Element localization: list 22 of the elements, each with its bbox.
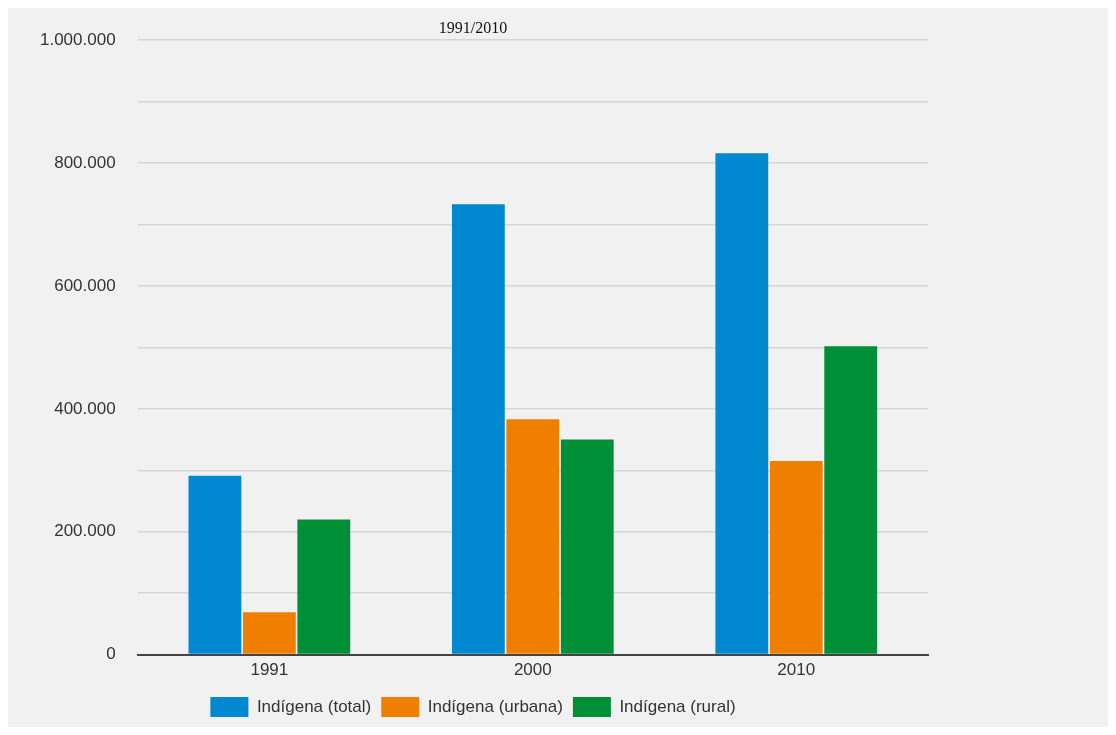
y-tick-label: 200.000 xyxy=(54,521,116,541)
bar xyxy=(824,346,878,654)
bar xyxy=(188,475,242,654)
bar xyxy=(560,439,614,654)
y-tick-label: 800.000 xyxy=(54,152,116,172)
x-tick-label: 2010 xyxy=(777,660,816,680)
bar xyxy=(242,612,296,654)
bar xyxy=(297,519,351,654)
y-tick-label: 0 xyxy=(106,644,116,664)
y-tick-label: 600.000 xyxy=(54,275,116,295)
legend-label: Indígena (urbana) xyxy=(427,696,563,716)
legend-label: Indígena (rural) xyxy=(619,696,736,716)
x-tick-label: 2000 xyxy=(513,660,552,680)
bar xyxy=(715,153,769,654)
y-tick-label: 400.000 xyxy=(54,398,116,418)
legend-label: Indígena (total) xyxy=(256,696,372,716)
bar xyxy=(451,204,505,654)
chart-title: 1991/2010 xyxy=(438,18,508,36)
bar xyxy=(506,419,560,654)
x-tick-label: 1991 xyxy=(250,660,289,680)
bar xyxy=(769,461,823,654)
y-tick-label: 1.000.000 xyxy=(39,29,116,49)
